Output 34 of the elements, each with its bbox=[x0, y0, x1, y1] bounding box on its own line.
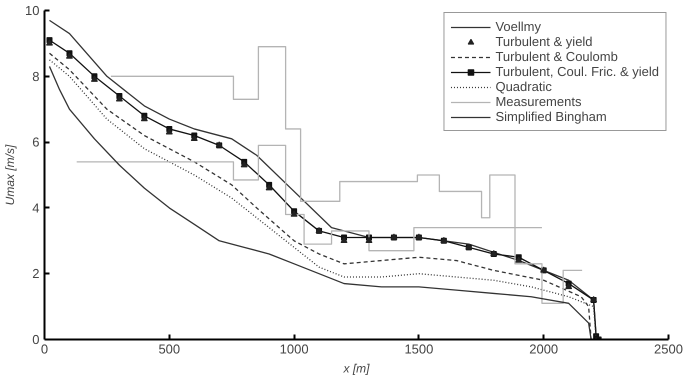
legend-label: Turbulent, Coul. Fric. & yield bbox=[495, 64, 659, 79]
point bbox=[190, 134, 198, 142]
point bbox=[240, 161, 248, 168]
y-tick-label: 2 bbox=[32, 266, 40, 282]
point bbox=[46, 39, 53, 46]
x-tick-label: 500 bbox=[158, 342, 180, 356]
y-tick-label: 4 bbox=[32, 200, 40, 216]
y-tick-label: 6 bbox=[32, 134, 40, 150]
legend-label: Quadratic bbox=[495, 79, 552, 94]
y-tick-label: 0 bbox=[32, 332, 40, 347]
point bbox=[140, 115, 148, 122]
point bbox=[266, 184, 273, 190]
point bbox=[365, 236, 372, 244]
y-axis-title: Umax [m/s] bbox=[3, 144, 18, 206]
legend-label: Turbulent & yield bbox=[495, 34, 593, 49]
legend-label: Turbulent & Coulomb bbox=[495, 49, 618, 64]
point bbox=[90, 76, 98, 82]
point bbox=[565, 282, 572, 290]
x-tick-label: 1500 bbox=[404, 342, 434, 356]
point bbox=[166, 128, 173, 134]
x-tick-label: 2000 bbox=[529, 342, 558, 356]
x-tick-label: 2500 bbox=[654, 342, 683, 356]
x-axis-title: x [m] bbox=[342, 362, 370, 376]
y-tick-label: 8 bbox=[32, 68, 40, 84]
point bbox=[66, 52, 73, 59]
legend-label: Voellmy bbox=[495, 19, 541, 34]
point bbox=[515, 256, 522, 263]
legend-label: Simplified Bingham bbox=[495, 109, 607, 124]
y-tick-label: 10 bbox=[25, 3, 40, 18]
point bbox=[116, 95, 123, 102]
point bbox=[290, 210, 298, 217]
point bbox=[340, 236, 348, 244]
x-tick-label: 1000 bbox=[280, 342, 309, 356]
legend-label: Measurements bbox=[495, 94, 582, 109]
